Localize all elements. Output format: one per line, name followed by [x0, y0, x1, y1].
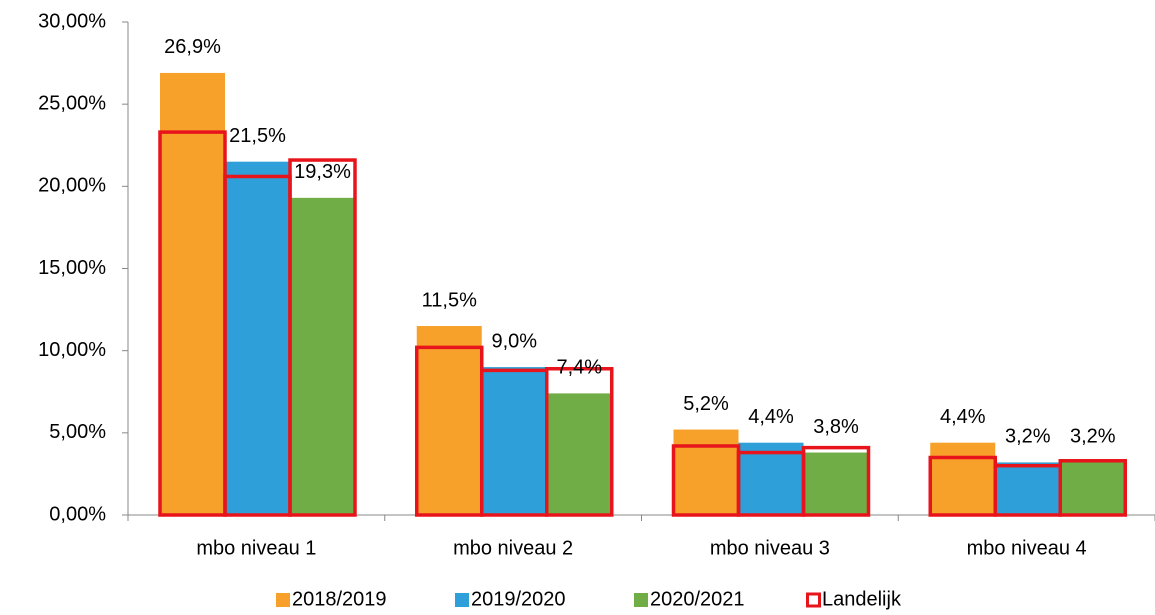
- bar: [930, 442, 996, 515]
- bar: [160, 72, 225, 516]
- benchmark-outline: [801, 445, 871, 517]
- legend-label: Landelijk: [822, 588, 902, 610]
- bar: [416, 326, 482, 515]
- data-label: 7,4%: [556, 357, 602, 379]
- legend-label: 2020/2021: [650, 588, 745, 610]
- data-label: 9,0%: [491, 330, 537, 352]
- y-tick-label: 20,00%: [38, 175, 106, 197]
- data-label: 4,4%: [940, 406, 986, 428]
- data-label: 4,4%: [748, 406, 794, 428]
- x-tick-label: mbo niveau 1: [196, 537, 316, 559]
- legend-swatch: [455, 593, 469, 607]
- bar: [803, 452, 869, 515]
- legend-label: 2018/2019: [292, 588, 387, 610]
- data-label: 5,2%: [683, 393, 729, 415]
- data-label: 3,8%: [813, 416, 859, 438]
- bar: [673, 429, 739, 515]
- y-tick-label: 5,00%: [49, 421, 106, 443]
- bar: [995, 462, 1061, 515]
- data-label: 19,3%: [294, 161, 351, 183]
- y-tick-label: 10,00%: [38, 339, 106, 361]
- y-tick-label: 25,00%: [38, 92, 106, 114]
- data-label: 21,5%: [229, 125, 286, 147]
- bar: [481, 367, 547, 515]
- bar: [1060, 462, 1126, 515]
- data-label: 11,5%: [422, 289, 477, 311]
- y-tick-label: 15,00%: [38, 257, 106, 279]
- data-label: 26,9%: [164, 36, 221, 58]
- legend-swatch: [634, 593, 648, 607]
- x-tick-label: mbo niveau 3: [710, 537, 830, 559]
- x-tick-label: mbo niveau 2: [453, 537, 573, 559]
- bar: [225, 161, 290, 515]
- legend-swatch: [806, 592, 821, 608]
- bar: [546, 393, 612, 515]
- bar: [290, 197, 355, 515]
- legend-label: 2019/2020: [471, 588, 566, 610]
- benchmark-outline: [1058, 459, 1127, 517]
- y-tick-label: 30,00%: [38, 10, 106, 32]
- legend-swatch: [276, 593, 290, 607]
- data-label: 3,2%: [1070, 426, 1116, 448]
- x-tick-label: mbo niveau 4: [967, 537, 1087, 559]
- data-label: 3,2%: [1005, 426, 1051, 448]
- benchmark-outline: [288, 158, 357, 517]
- benchmark-outline: [545, 366, 614, 517]
- y-tick-label: 0,00%: [49, 503, 106, 525]
- bar: [738, 442, 804, 515]
